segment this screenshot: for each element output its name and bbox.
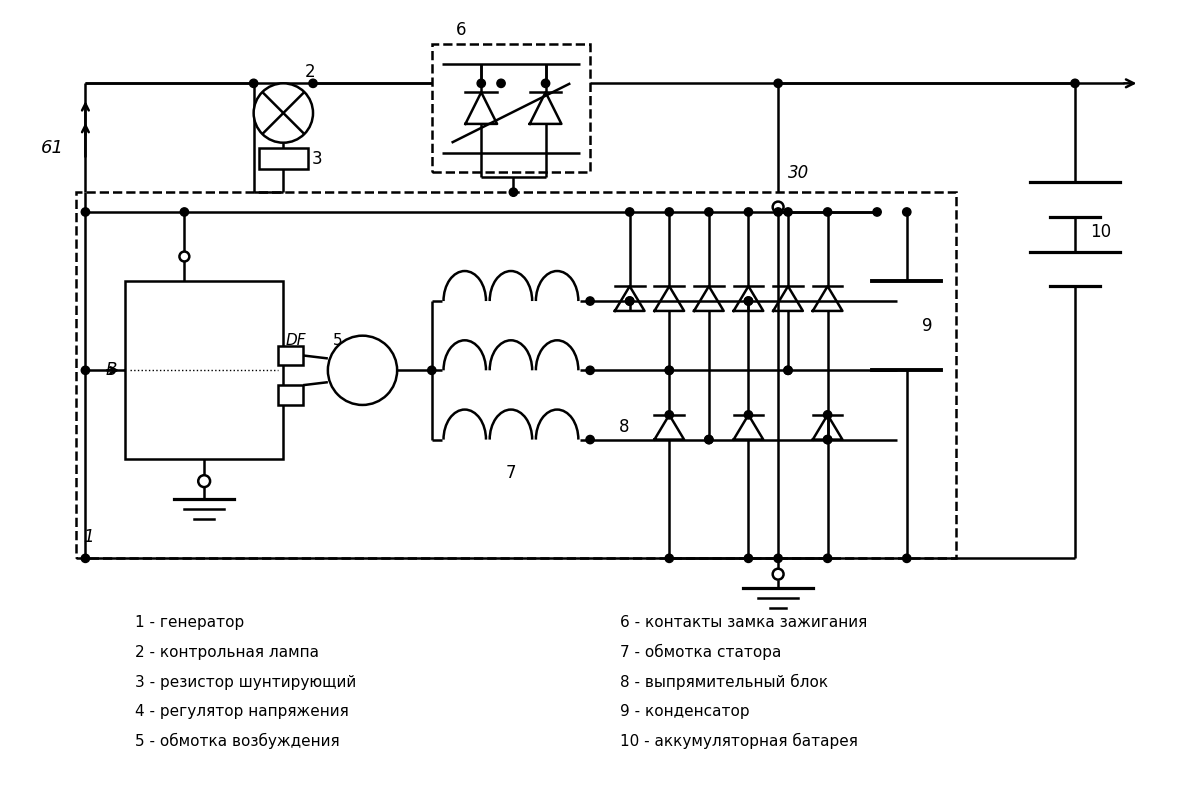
Bar [125, 282, 283, 459]
Bar [258, 148, 308, 170]
Circle shape [1070, 79, 1079, 87]
Circle shape [250, 79, 258, 87]
Circle shape [427, 366, 436, 374]
Text: 1: 1 [84, 529, 94, 546]
Text: 6 - контакты замка зажигания: 6 - контакты замка зажигания [619, 615, 868, 630]
Text: 2: 2 [305, 63, 316, 82]
Circle shape [744, 554, 752, 562]
Text: 30: 30 [788, 164, 809, 182]
Circle shape [665, 410, 673, 419]
Text: 8 - выпрямительный блок: 8 - выпрямительный блок [619, 674, 828, 690]
Text: 5: 5 [332, 333, 342, 348]
Bar [278, 385, 304, 405]
Circle shape [586, 366, 594, 374]
Circle shape [744, 297, 752, 305]
Circle shape [902, 208, 911, 216]
Circle shape [665, 366, 673, 374]
Text: 7 - обмотка статора: 7 - обмотка статора [619, 644, 781, 661]
Text: 8: 8 [619, 418, 630, 436]
Text: Б: Б [174, 282, 186, 300]
Text: 3 - резистор шунтирующий: 3 - резистор шунтирующий [134, 674, 356, 690]
Circle shape [586, 297, 594, 305]
Circle shape [902, 554, 911, 562]
Circle shape [665, 208, 673, 216]
Circle shape [704, 435, 713, 444]
Circle shape [774, 208, 782, 216]
Circle shape [744, 208, 752, 216]
Text: В: В [106, 362, 118, 379]
Circle shape [180, 251, 190, 262]
Circle shape [625, 208, 634, 216]
Circle shape [744, 297, 752, 305]
Circle shape [253, 83, 313, 142]
Circle shape [744, 410, 752, 419]
Circle shape [82, 366, 90, 374]
Text: 5 - обмотка возбуждения: 5 - обмотка возбуждения [134, 734, 340, 750]
Text: 61: 61 [41, 138, 64, 157]
Text: 3: 3 [312, 150, 323, 167]
Bar [432, 44, 590, 172]
Circle shape [823, 435, 832, 444]
Text: 2 - контрольная лампа: 2 - контрольная лампа [134, 645, 319, 660]
Circle shape [497, 79, 505, 87]
Circle shape [704, 435, 713, 444]
Text: 10: 10 [1090, 222, 1111, 241]
Circle shape [328, 336, 397, 405]
Text: 9: 9 [922, 317, 932, 334]
Circle shape [541, 79, 550, 87]
Bar [76, 192, 956, 558]
Text: 7: 7 [505, 464, 516, 482]
Text: 1 - генератор: 1 - генератор [134, 615, 244, 630]
Circle shape [823, 410, 832, 419]
Text: 6: 6 [456, 21, 467, 39]
Circle shape [784, 366, 792, 374]
Circle shape [82, 208, 90, 216]
Circle shape [665, 554, 673, 562]
Circle shape [586, 435, 594, 444]
Circle shape [665, 366, 673, 374]
Bar [278, 346, 304, 366]
Circle shape [774, 79, 782, 87]
Circle shape [625, 297, 634, 305]
Text: 10 - аккумуляторная батарея: 10 - аккумуляторная батарея [619, 734, 858, 750]
Circle shape [773, 569, 784, 580]
Text: 4: 4 [130, 294, 139, 309]
Text: 9 - конденсатор: 9 - конденсатор [619, 704, 750, 719]
Circle shape [478, 79, 486, 87]
Circle shape [823, 208, 832, 216]
Circle shape [704, 208, 713, 216]
Text: DF: DF [286, 333, 306, 348]
Circle shape [774, 554, 782, 562]
Circle shape [180, 208, 188, 216]
Circle shape [198, 475, 210, 487]
Circle shape [82, 554, 90, 562]
Circle shape [509, 188, 517, 196]
Text: 4 - регулятор напряжения: 4 - регулятор напряжения [134, 704, 349, 719]
Circle shape [823, 435, 832, 444]
Circle shape [308, 79, 317, 87]
Circle shape [872, 208, 881, 216]
Circle shape [784, 208, 792, 216]
Circle shape [784, 366, 792, 374]
Circle shape [625, 297, 634, 305]
Circle shape [823, 554, 832, 562]
Circle shape [773, 202, 784, 213]
